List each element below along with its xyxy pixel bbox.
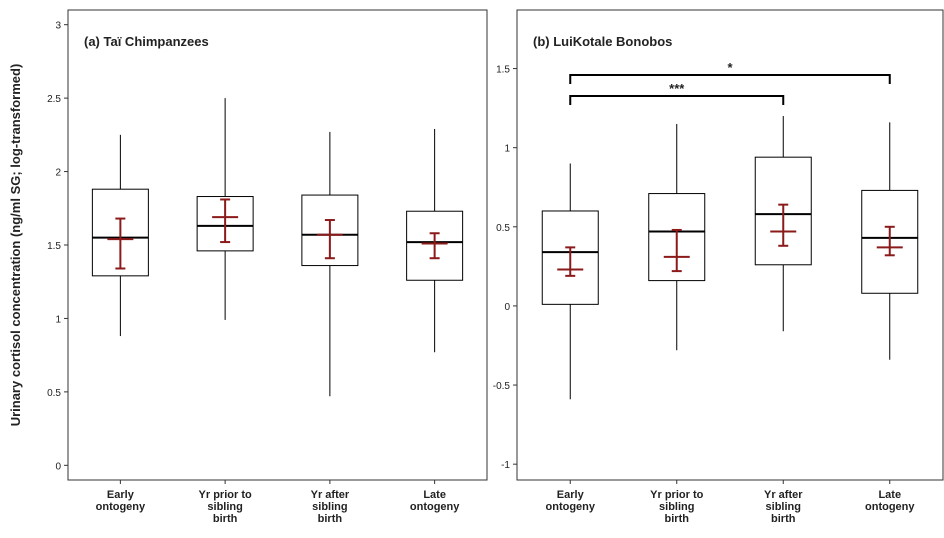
panel-frame <box>67 9 488 481</box>
box <box>406 210 464 281</box>
box <box>648 193 706 282</box>
x-tick-label: Yr after sibling birth <box>311 489 350 525</box>
y-tick-label: 1.5 <box>496 65 510 76</box>
y-tick-label: 0 <box>55 461 61 472</box>
box <box>91 188 149 277</box>
x-tick-label: Early ontogeny <box>546 489 596 513</box>
y-tick-label: -0.5 <box>493 381 511 392</box>
significance-bracket <box>569 95 785 105</box>
significance-label: *** <box>669 81 685 96</box>
x-tick-label: Yr prior to sibling birth <box>650 489 703 525</box>
panel-title: (b) LuiKotale Bonobos <box>533 34 672 49</box>
y-tick-label: 0 <box>504 302 510 313</box>
panel-title: (a) Taï Chimpanzees <box>84 34 209 49</box>
y-tick-label: 0.5 <box>496 223 510 234</box>
y-tick-label: -1 <box>501 460 510 471</box>
panel-frame <box>516 9 944 481</box>
x-tick-label: Yr after sibling birth <box>764 489 803 525</box>
y-axis-label: Urinary cortisol concentration (ng/ml SG… <box>8 64 23 427</box>
x-tick-label: Late ontogeny <box>410 489 460 513</box>
box <box>301 194 359 267</box>
x-tick-label: Early ontogeny <box>96 489 146 513</box>
y-tick-label: 2.5 <box>47 94 61 105</box>
y-tick-label: 1.5 <box>47 241 61 252</box>
box <box>196 196 254 252</box>
x-tick-label: Late ontogeny <box>865 489 915 513</box>
y-tick-label: 1 <box>55 314 61 325</box>
y-tick-label: 1 <box>504 144 510 155</box>
x-tick-label: Yr prior to sibling birth <box>199 489 252 525</box>
y-tick-label: 3 <box>55 21 61 32</box>
box <box>541 210 599 305</box>
y-tick-label: 2 <box>55 168 61 179</box>
box <box>754 156 812 266</box>
significance-bracket <box>569 74 891 84</box>
box <box>861 189 919 294</box>
significance-label: * <box>727 60 733 75</box>
y-tick-label: 0.5 <box>47 388 61 399</box>
